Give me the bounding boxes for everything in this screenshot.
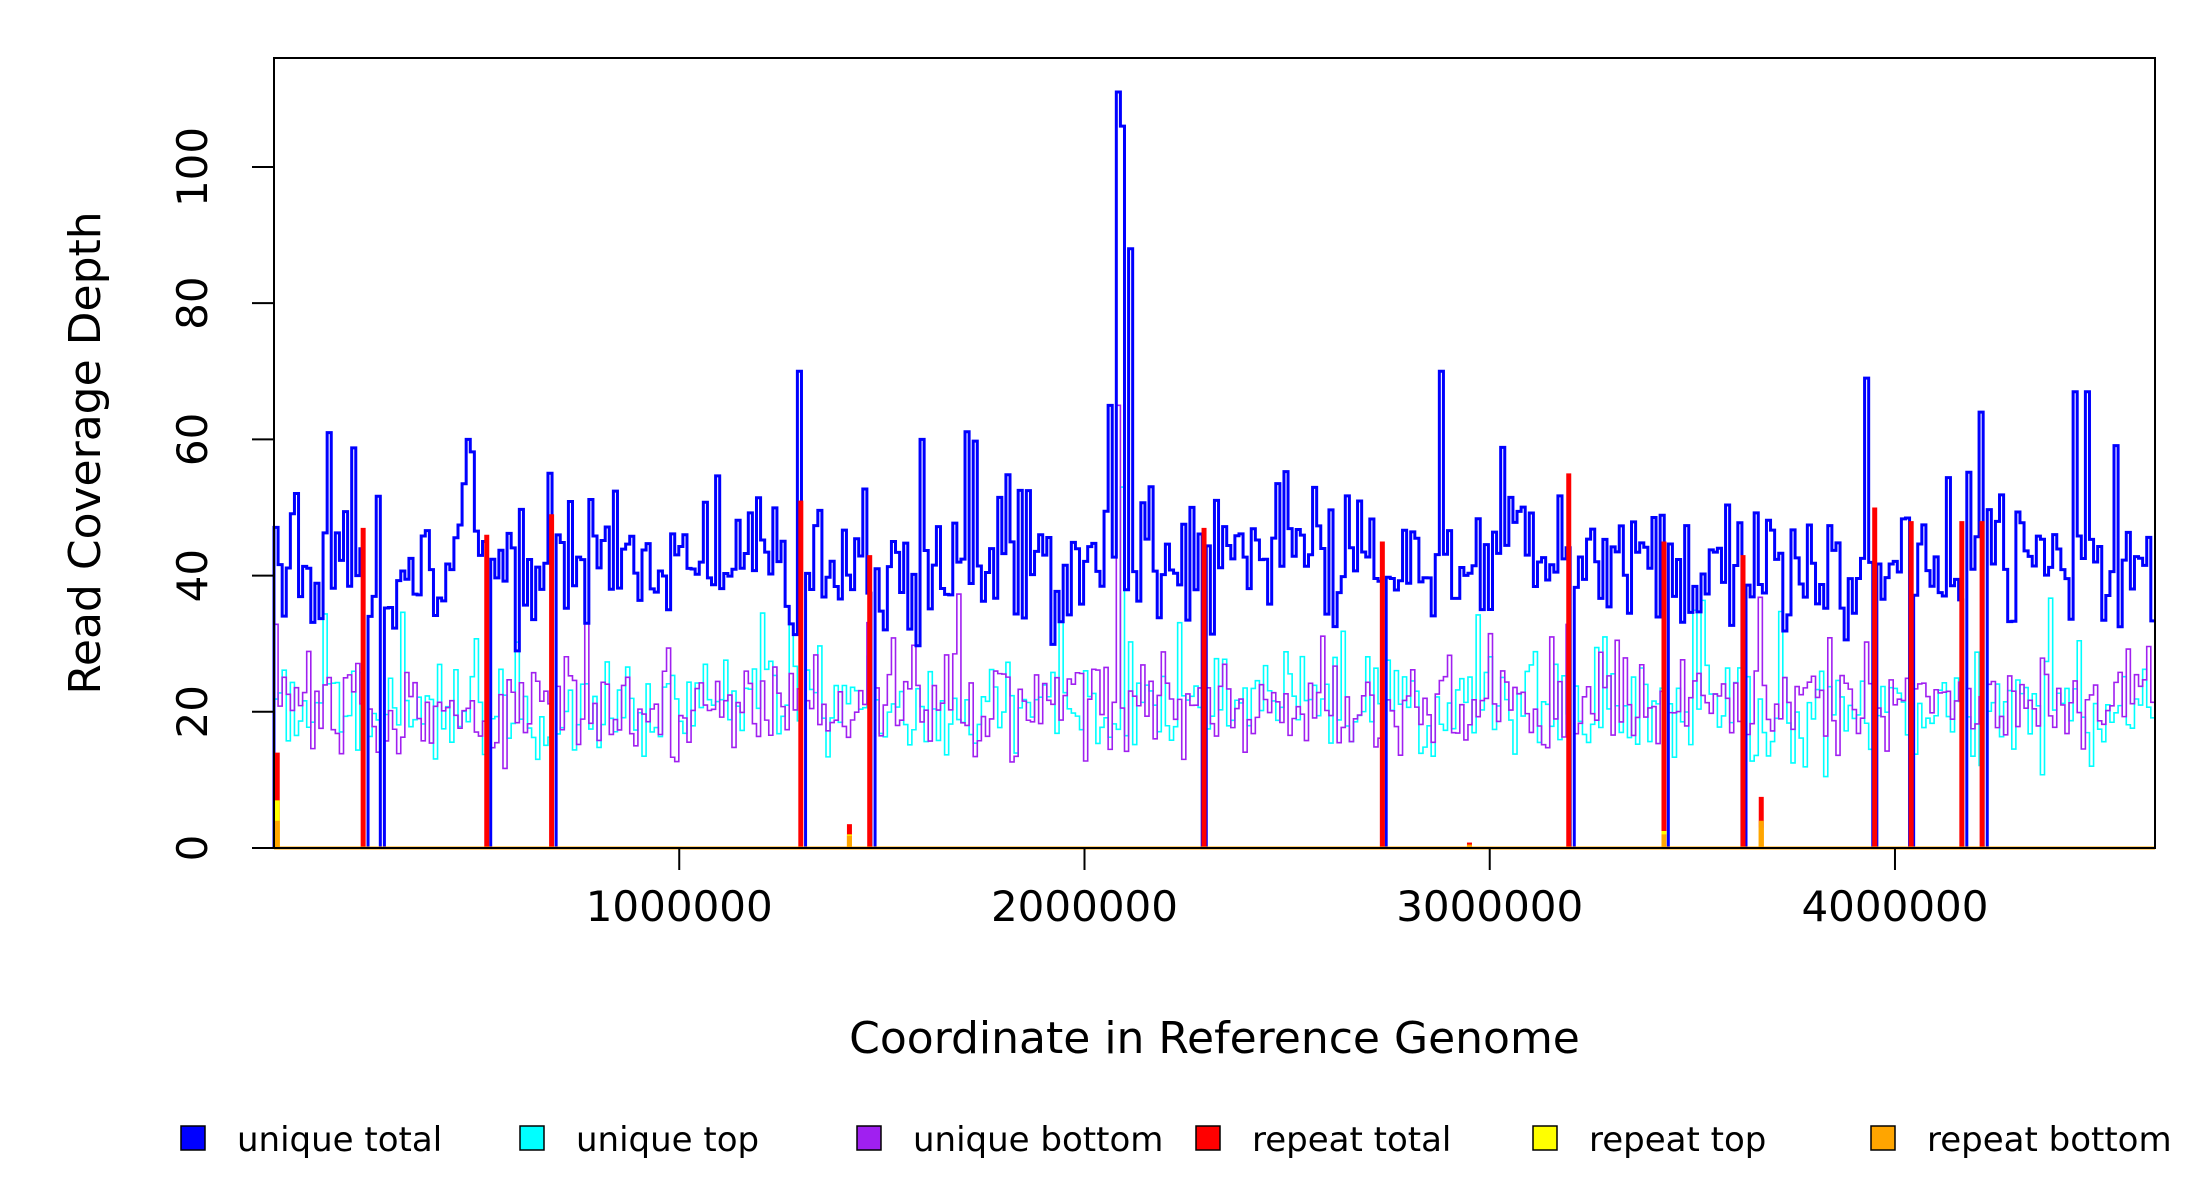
x-axis-title: Coordinate in Reference Genome bbox=[849, 1013, 1580, 1064]
series-repeat-top bbox=[274, 800, 1764, 848]
legend-swatch bbox=[856, 1125, 882, 1151]
legend-label: unique top bbox=[576, 1120, 759, 1160]
y-tick-label: 0 bbox=[168, 835, 217, 862]
x-tick-label: 4000000 bbox=[1801, 882, 1988, 931]
y-axis: 0 20 40 60 80 100 bbox=[168, 127, 275, 862]
legend-label: unique bottom bbox=[913, 1120, 1163, 1160]
legend-swatch bbox=[180, 1125, 206, 1151]
y-tick-label: 100 bbox=[168, 127, 217, 207]
legend-label: repeat top bbox=[1589, 1120, 1766, 1160]
legend-item-repeat-top: repeat top bbox=[1532, 1120, 1766, 1160]
legend-label: repeat total bbox=[1252, 1120, 1451, 1160]
y-axis-title: Read Coverage Depth bbox=[60, 211, 111, 694]
y-tick-label: 80 bbox=[168, 276, 217, 329]
x-axis: 1000000 2000000 3000000 4000000 bbox=[586, 848, 1989, 931]
legend-item-unique-top: unique top bbox=[519, 1120, 759, 1160]
legend-swatch bbox=[1532, 1125, 1558, 1151]
y-tick-label: 60 bbox=[168, 413, 217, 466]
legend-swatch bbox=[1870, 1125, 1896, 1151]
legend: unique total unique top unique bottom repea… bbox=[180, 1120, 2172, 1160]
y-tick-label: 20 bbox=[168, 685, 217, 738]
y-tick-label: 40 bbox=[168, 549, 217, 602]
series-unique-total bbox=[272, 90, 2155, 850]
legend-item-repeat-total: repeat total bbox=[1195, 1120, 1451, 1160]
legend-item-repeat-bottom: repeat bottom bbox=[1870, 1120, 2172, 1160]
legend-item-unique-bottom: unique bottom bbox=[856, 1120, 1163, 1160]
x-tick-label: 2000000 bbox=[991, 882, 1178, 931]
series-layer bbox=[272, 90, 2155, 850]
legend-label: unique total bbox=[237, 1120, 442, 1160]
legend-label: repeat bottom bbox=[1927, 1120, 2172, 1160]
legend-item-unique-total: unique total bbox=[180, 1120, 442, 1160]
x-tick-label: 1000000 bbox=[586, 882, 773, 931]
legend-swatch bbox=[519, 1125, 545, 1151]
legend-swatch bbox=[1195, 1125, 1221, 1151]
x-tick-label: 3000000 bbox=[1396, 882, 1583, 931]
